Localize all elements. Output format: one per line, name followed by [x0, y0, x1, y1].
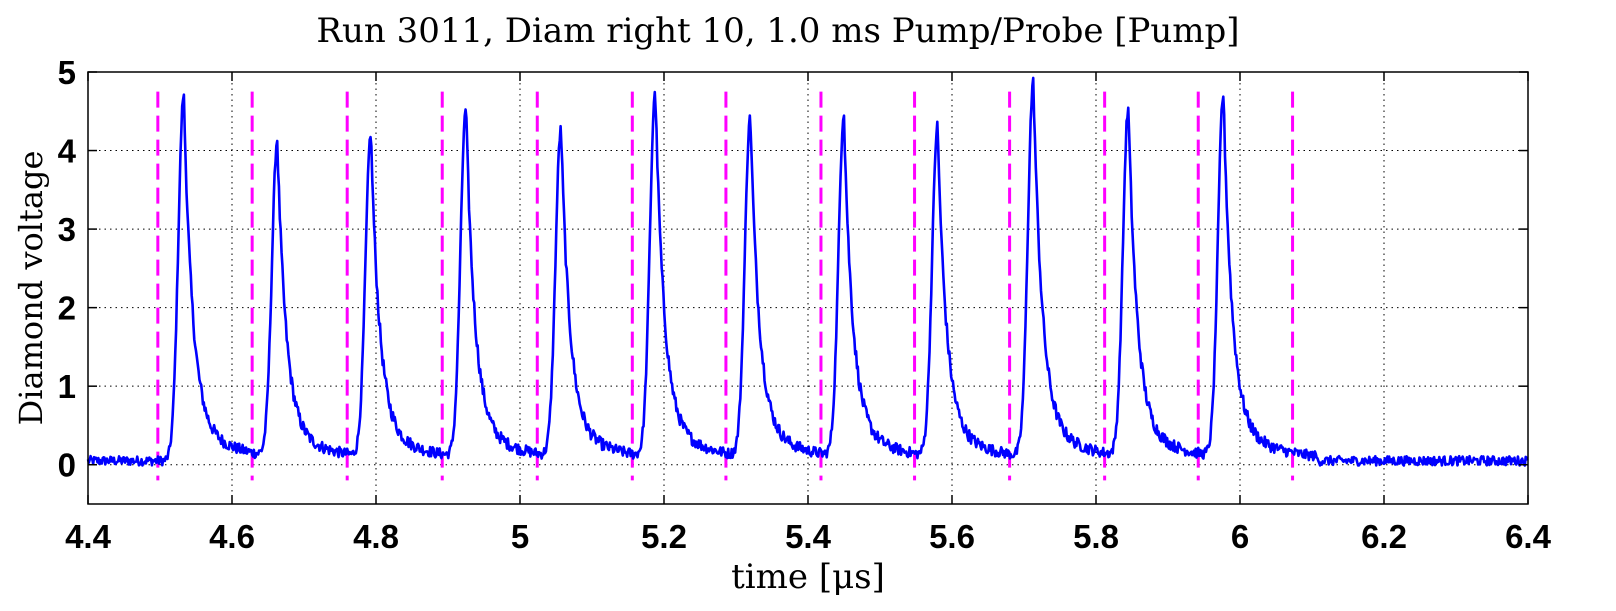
signal-line [86, 76, 1529, 467]
x-tick-label: 5.6 [929, 518, 975, 555]
y-tick-label: 1 [58, 368, 76, 405]
chart-title: Run 3011, Diam right 10, 1.0 ms Pump/Pro… [316, 11, 1239, 51]
x-axis: 4.4 4.6 4.8 5 5.2 5.4 5.6 5.8 6 6.2 6.4 [65, 72, 1552, 555]
y-tick-label: 3 [58, 211, 76, 248]
x-tick-label: 6 [1231, 518, 1249, 555]
y-tick-label: 0 [58, 447, 76, 484]
y-tick-label: 2 [58, 290, 76, 327]
diamond-signal [86, 76, 1529, 467]
y-tick-label: 4 [58, 133, 77, 170]
y-axis: 0 1 2 3 4 5 [58, 54, 1528, 484]
x-tick-label: 6.4 [1505, 518, 1552, 555]
x-tick-label: 4.8 [353, 518, 399, 555]
x-axis-label: time [μs] [731, 557, 885, 597]
pulse-markers [156, 91, 1295, 481]
x-tick-label: 4.4 [65, 518, 112, 555]
grid-lines [88, 72, 1528, 504]
x-tick-label: 5.8 [1073, 518, 1119, 555]
x-tick-label: 5 [511, 518, 529, 555]
x-tick-label: 5.2 [641, 518, 687, 555]
x-tick-label: 4.6 [209, 518, 255, 555]
y-tick-label: 5 [58, 54, 76, 91]
x-tick-label: 6.2 [1361, 518, 1407, 555]
x-tick-label: 5.4 [785, 518, 832, 555]
y-axis-label: Diamond voltage [12, 151, 50, 426]
